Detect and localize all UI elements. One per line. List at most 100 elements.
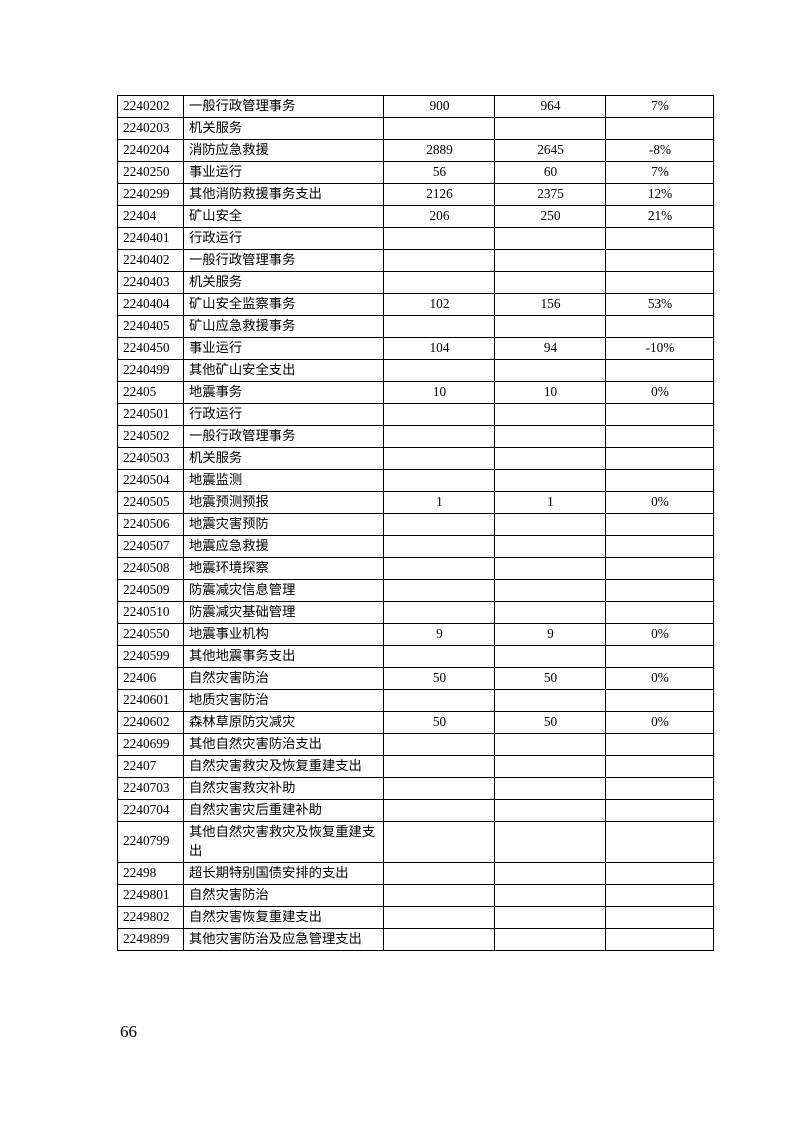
- cell-value-curr: [494, 777, 606, 800]
- cell-code: 2240799: [117, 821, 184, 863]
- table-row: 2240403 机关服务: [117, 271, 714, 294]
- cell-value-curr: [494, 359, 606, 382]
- cell-change-pct: [605, 513, 714, 536]
- table-row: 2240799 其他自然灾害救灾及恢复重建支出: [117, 821, 714, 863]
- cell-change-pct: 0%: [605, 491, 714, 514]
- cell-value-prev: [383, 799, 495, 822]
- cell-code: 2249801: [117, 883, 184, 907]
- cell-value-curr: [494, 271, 606, 294]
- cell-value-curr: [494, 227, 606, 250]
- cell-value-curr: 2375: [494, 183, 606, 206]
- cell-value-prev: [383, 271, 495, 294]
- cell-change-pct: [605, 315, 714, 338]
- cell-change-pct: [605, 359, 714, 382]
- cell-value-curr: [494, 821, 606, 863]
- cell-code: 2240502: [117, 425, 184, 448]
- budget-table-body: 2240202 一般行政管理事务 900 964 7% 2240203 机关服务 224020…: [117, 95, 714, 951]
- cell-change-pct: [605, 117, 714, 140]
- table-row: 2240602 森林草原防灾减灾 50 50 0%: [117, 711, 714, 734]
- table-row: 2240510 防震减灾基础管理: [117, 601, 714, 624]
- cell-code: 2240203: [117, 117, 184, 140]
- cell-code: 2240401: [117, 227, 184, 250]
- cell-name: 地质灾害防治: [183, 689, 384, 712]
- cell-change-pct: [605, 689, 714, 712]
- cell-code: 2240250: [117, 161, 184, 184]
- cell-change-pct: [605, 821, 714, 863]
- table-row: 2240450 事业运行 104 94 -10%: [117, 337, 714, 360]
- cell-value-curr: [494, 117, 606, 140]
- cell-value-curr: [494, 645, 606, 668]
- cell-value-curr: 156: [494, 293, 606, 316]
- cell-value-curr: [494, 601, 606, 624]
- table-row: 2249802 自然灾害恢复重建支出: [117, 905, 714, 929]
- cell-change-pct: [605, 557, 714, 580]
- table-row: 2240508 地震环境探察: [117, 557, 714, 580]
- cell-name: 矿山安全监察事务: [183, 293, 384, 316]
- cell-change-pct: [605, 927, 714, 951]
- cell-value-prev: [383, 249, 495, 272]
- cell-value-prev: 56: [383, 161, 495, 184]
- cell-value-curr: 9: [494, 623, 606, 646]
- cell-change-pct: 21%: [605, 205, 714, 228]
- cell-name: 其他自然灾害救灾及恢复重建支出: [183, 821, 384, 863]
- cell-value-prev: [383, 117, 495, 140]
- cell-change-pct: [605, 601, 714, 624]
- table-row: 2240204 消防应急救援 2889 2645 -8%: [117, 139, 714, 162]
- cell-change-pct: 0%: [605, 623, 714, 646]
- cell-value-curr: 1: [494, 491, 606, 514]
- cell-value-prev: 2889: [383, 139, 495, 162]
- cell-value-prev: 50: [383, 667, 495, 690]
- cell-change-pct: [605, 227, 714, 250]
- cell-code: 2240503: [117, 447, 184, 470]
- cell-code: 2249802: [117, 905, 184, 929]
- cell-change-pct: 7%: [605, 161, 714, 184]
- cell-change-pct: [605, 249, 714, 272]
- cell-change-pct: [605, 777, 714, 800]
- cell-name: 一般行政管理事务: [183, 249, 384, 272]
- cell-code: 22404: [117, 205, 184, 228]
- cell-name: 自然灾害灾后重建补助: [183, 799, 384, 822]
- cell-value-prev: [383, 645, 495, 668]
- cell-change-pct: [605, 755, 714, 778]
- cell-change-pct: [605, 425, 714, 448]
- cell-name: 机关服务: [183, 271, 384, 294]
- budget-table: 2240202 一般行政管理事务 900 964 7% 2240203 机关服务 224020…: [117, 95, 714, 951]
- cell-name: 地震灾害预防: [183, 513, 384, 536]
- cell-change-pct: -10%: [605, 337, 714, 360]
- cell-code: 22405: [117, 381, 184, 404]
- cell-code: 2240202: [117, 95, 184, 118]
- cell-name: 地震应急救援: [183, 535, 384, 558]
- cell-change-pct: 53%: [605, 293, 714, 316]
- cell-value-curr: 50: [494, 711, 606, 734]
- cell-value-curr: [494, 513, 606, 536]
- cell-name: 行政运行: [183, 403, 384, 426]
- cell-change-pct: 7%: [605, 95, 714, 118]
- cell-value-prev: [383, 557, 495, 580]
- table-row: 2240699 其他自然灾害防治支出: [117, 733, 714, 756]
- cell-value-curr: [494, 557, 606, 580]
- cell-value-curr: 94: [494, 337, 606, 360]
- table-row: 2240401 行政运行: [117, 227, 714, 250]
- cell-code: 2240450: [117, 337, 184, 360]
- cell-code: 2240204: [117, 139, 184, 162]
- cell-name: 其他矿山安全支出: [183, 359, 384, 382]
- cell-change-pct: [605, 861, 714, 885]
- cell-code: 2240403: [117, 271, 184, 294]
- table-row: 2240704 自然灾害灾后重建补助: [117, 799, 714, 822]
- cell-name: 防震减灾信息管理: [183, 579, 384, 602]
- cell-code: 2240509: [117, 579, 184, 602]
- table-row: 2240507 地震应急救援: [117, 535, 714, 558]
- cell-name: 矿山应急救援事务: [183, 315, 384, 338]
- table-row: 2240203 机关服务: [117, 117, 714, 140]
- cell-name: 防震减灾基础管理: [183, 601, 384, 624]
- table-row: 2249801 自然灾害防治: [117, 883, 714, 907]
- table-row: 22407 自然灾害救灾及恢复重建支出: [117, 755, 714, 778]
- cell-change-pct: [605, 645, 714, 668]
- cell-code: 2240506: [117, 513, 184, 536]
- cell-value-prev: 10: [383, 381, 495, 404]
- cell-value-curr: 50: [494, 667, 606, 690]
- cell-code: 2240599: [117, 645, 184, 668]
- cell-value-prev: [383, 821, 495, 863]
- table-row: 2240250 事业运行 56 60 7%: [117, 161, 714, 184]
